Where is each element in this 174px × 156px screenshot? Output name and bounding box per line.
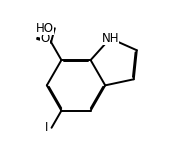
Text: I: I — [45, 121, 49, 134]
Text: HO: HO — [36, 22, 54, 35]
Text: NH: NH — [101, 32, 119, 45]
Text: O: O — [41, 32, 50, 45]
